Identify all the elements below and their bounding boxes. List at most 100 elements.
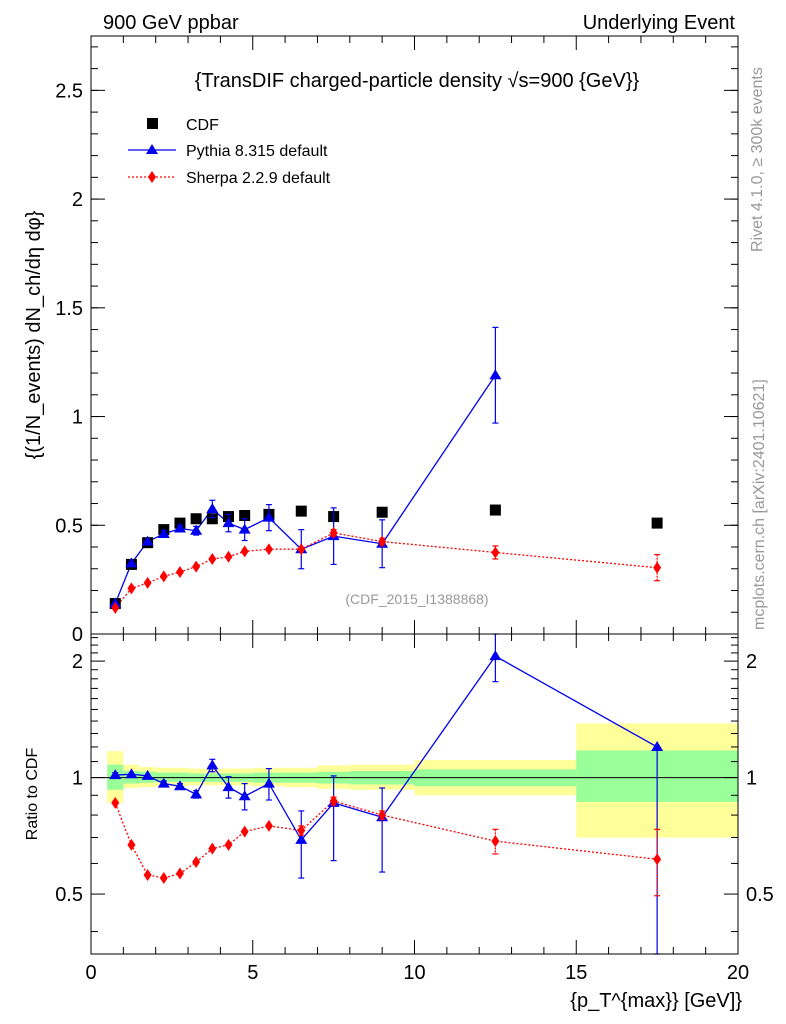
main-y-tick-label: 0.5 — [55, 515, 83, 537]
header-right: Underlying Event — [583, 12, 736, 34]
main-sherpa-point — [111, 601, 120, 614]
ratio-y-tick-label-left: 1 — [72, 768, 83, 790]
main-y-tick-label: 1 — [72, 407, 83, 429]
main-y-tick-label: 2 — [72, 189, 83, 211]
main-axis-ticks: 0 0.5 1 1.5 2 2.5 — [55, 36, 739, 646]
main-sherpa-point — [378, 535, 387, 548]
ratio-sherpa-point — [159, 872, 168, 885]
ratio-pythia-point — [206, 759, 219, 770]
header-left: 900 GeV ppbar — [103, 12, 239, 34]
main-sherpa-point — [143, 576, 152, 589]
legend-pythia-label: Pythia 8.315 default — [186, 143, 328, 160]
ratio-pythia-point — [651, 740, 664, 751]
main-sherpa-point — [653, 561, 662, 574]
main-sherpa-point — [208, 552, 217, 565]
x-tick-label: 15 — [565, 962, 587, 984]
ratio-sherpa-point — [653, 853, 662, 866]
ratio-sherpa-point — [143, 869, 152, 882]
main-pythia-point — [489, 369, 502, 380]
main-sherpa-point — [192, 560, 201, 573]
ratio-sherpa-point — [111, 796, 120, 809]
ratio-pythia-line — [115, 655, 658, 842]
main-cdf-point — [376, 506, 388, 518]
ratio-sherpa-point — [329, 794, 338, 807]
legend-sherpa-marker — [148, 171, 156, 183]
x-tick-label: 10 — [403, 962, 425, 984]
ratio-pythia-point — [222, 781, 235, 792]
ratio-pythia-point — [190, 788, 203, 799]
main-sherpa-line — [114, 532, 658, 609]
ratio-pythia-point — [489, 650, 502, 661]
legend: CDF Pythia 8.315 default Sherpa 2.2.9 de… — [128, 117, 331, 187]
main-pythia-point — [157, 527, 170, 538]
rivet-version-label: Rivet 4.1.0, ≥ 300k events — [749, 67, 766, 252]
ratio-y-tick-label-right: 0.5 — [746, 884, 774, 906]
main-plot-panel: 0 0.5 1 1.5 2 2.5 {TransDIF charged-particle … — [23, 35, 739, 646]
ratio-pythia-point — [125, 768, 138, 779]
ratio-sherpa-point — [378, 809, 387, 822]
legend-cdf-marker — [147, 118, 158, 129]
ratio-pythia-point — [238, 790, 251, 801]
ratio-pythia-point — [109, 769, 122, 780]
main-plot-title: {TransDIF charged-particle density √s=90… — [195, 70, 640, 92]
ratio-pythia-point — [262, 777, 275, 788]
ratio-y-tick-label-left: 2 — [72, 651, 83, 673]
ratio-sherpa-point — [208, 842, 217, 855]
main-sherpa-point — [264, 543, 273, 556]
main-y-axis-label: {(1/N_events) dN_ch/dη dφ} — [23, 210, 45, 459]
ratio-y-tick-label-right: 1 — [746, 768, 757, 790]
main-y-tick-label: 2.5 — [55, 80, 83, 102]
main-y-tick-label: 1.5 — [55, 298, 83, 320]
main-y-tick-label: 0 — [72, 624, 83, 646]
ratio-axis-ticks: 0.5 0.51 12 20 5 10 15 20 — [55, 634, 774, 984]
main-sherpa-point — [329, 526, 338, 539]
ratio-pythia-point — [173, 780, 186, 791]
ratio-sherpa-point — [175, 867, 184, 880]
main-cdf-point — [239, 509, 251, 521]
ratio-pythia-point — [295, 833, 308, 844]
ratio-pythia-point — [157, 777, 170, 788]
main-sherpa-point — [297, 543, 306, 556]
main-pythia-point — [141, 535, 154, 546]
ratio-pythia-point — [141, 769, 154, 780]
ratio-sherpa-point — [264, 819, 273, 832]
x-axis-label: {p_T^{max}} [GeV]} — [570, 990, 742, 1012]
main-cdf-point — [206, 513, 218, 525]
main-sherpa-point — [240, 545, 249, 558]
main-cdf-point — [651, 517, 663, 529]
main-cdf-point — [190, 513, 202, 525]
main-pythia-point — [262, 511, 275, 522]
main-cdf-point — [489, 504, 501, 516]
main-pythia-point — [238, 523, 251, 534]
ratio-sherpa-point — [192, 856, 201, 869]
main-pythia-point — [125, 557, 138, 568]
ratio-y-tick-label-left: 0.5 — [55, 884, 83, 906]
main-sherpa-point — [127, 582, 136, 595]
analysis-watermark: (CDF_2015_I1388868) — [345, 591, 488, 607]
main-pythia-point — [173, 522, 186, 533]
legend-cdf-label: CDF — [186, 117, 219, 134]
legend-pythia-marker — [146, 144, 158, 154]
x-tick-label: 0 — [85, 962, 96, 984]
ratio-sherpa-point — [240, 825, 249, 838]
x-tick-label: 20 — [727, 962, 749, 984]
main-sherpa-point — [159, 570, 168, 583]
ratio-sherpa-point — [127, 838, 136, 851]
ratio-sherpa-point — [491, 835, 500, 848]
ratio-sherpa-point — [224, 838, 233, 851]
ratio-plot-marks — [91, 633, 738, 955]
x-tick-label: 5 — [247, 962, 258, 984]
main-pythia-line — [114, 374, 496, 604]
main-plot-marks — [109, 326, 663, 614]
ratio-sherpa-point — [297, 824, 306, 837]
main-sherpa-point — [224, 550, 233, 563]
ratio-plot-panel: 0.5 0.51 12 20 5 10 15 20 Ratio to CDF {p_T^{ma… — [24, 633, 774, 1012]
main-cdf-point — [295, 505, 307, 517]
mcplots-label: mcplots.cern.ch [arXiv:2401.10621] — [751, 379, 768, 630]
main-sherpa-point — [491, 546, 500, 559]
legend-sherpa-label: Sherpa 2.2.9 default — [186, 170, 331, 187]
main-pythia-point — [206, 502, 219, 513]
ratio-y-axis-label: Ratio to CDF — [24, 748, 41, 841]
main-sherpa-point — [175, 566, 184, 579]
